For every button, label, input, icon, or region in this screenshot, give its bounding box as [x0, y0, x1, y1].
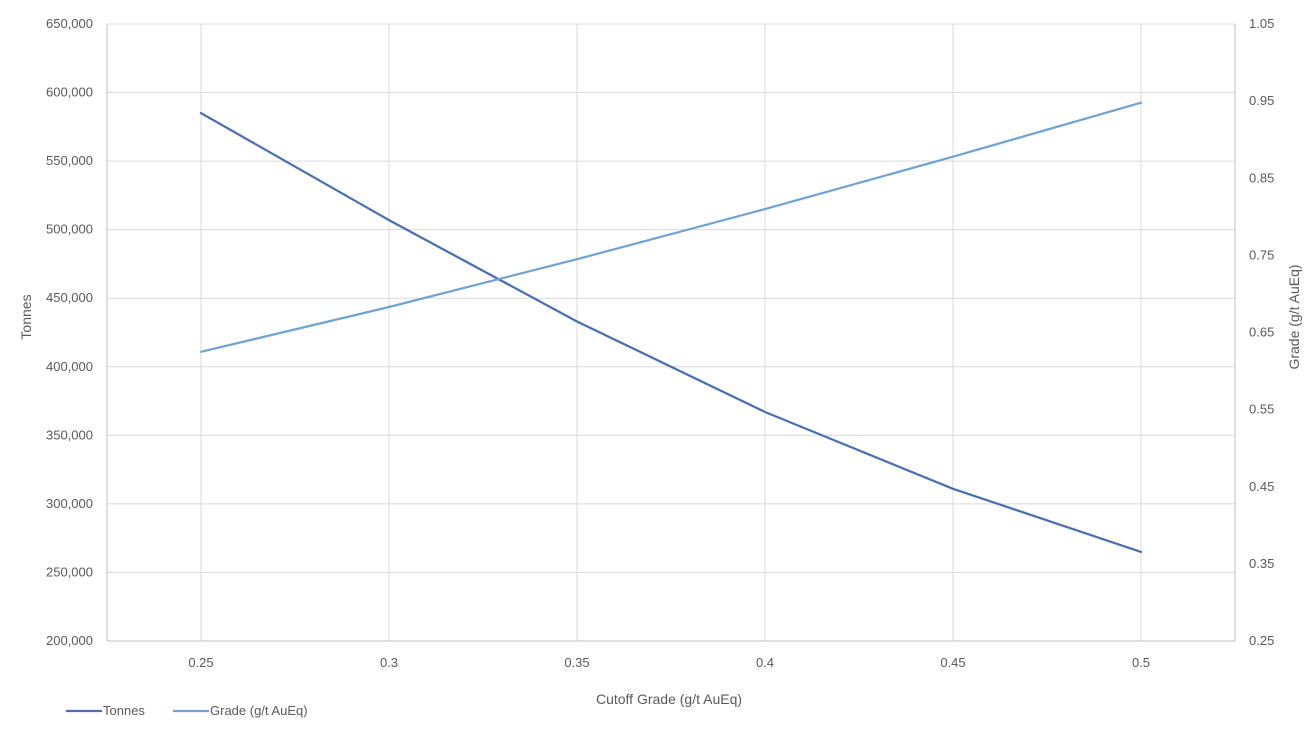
y-axis-left-title: Tonnes — [18, 294, 34, 339]
y-left-tick-label: 350,000 — [46, 427, 93, 442]
y-right-tick-label: 0.95 — [1249, 93, 1274, 108]
grid — [107, 23, 1235, 641]
x-tick-label: 0.35 — [564, 655, 589, 670]
series-line-grade — [199, 101, 1143, 353]
y-right-tick-label: 0.25 — [1249, 633, 1274, 648]
x-tick-label: 0.4 — [756, 655, 774, 670]
y-right-tick-label: 1.05 — [1249, 16, 1274, 31]
legend-label-grade: Grade (g/t AuEq) — [210, 703, 308, 718]
y-left-tick-label: 400,000 — [46, 359, 93, 374]
series-lines — [199, 101, 1143, 554]
series-line-tonnes — [199, 111, 1143, 554]
y-left-tick-label: 550,000 — [46, 153, 93, 168]
y-left-tick-label: 450,000 — [46, 290, 93, 305]
y-left-tick-label: 650,000 — [46, 16, 93, 31]
x-tick-label: 0.5 — [1132, 655, 1150, 670]
y-right-tick-label: 0.85 — [1249, 170, 1274, 185]
x-axis-title: Cutoff Grade (g/t AuEq) — [596, 691, 742, 707]
x-tick-label: 0.45 — [940, 655, 965, 670]
y-right-tick-label: 0.45 — [1249, 479, 1274, 494]
y-left-tick-label: 250,000 — [46, 564, 93, 579]
y-axis-right-title: Grade (g/t AuEq) — [1286, 264, 1302, 369]
x-tick-label: 0.25 — [188, 655, 213, 670]
y-right-tick-label: 0.75 — [1249, 247, 1274, 262]
x-tick-label: 0.3 — [380, 655, 398, 670]
legend: Tonnes Grade (g/t AuEq) — [66, 703, 308, 718]
y-right-tick-label: 0.65 — [1249, 325, 1274, 340]
axes — [106, 24, 1236, 642]
y-right-tick-label: 0.55 — [1249, 402, 1274, 417]
y-left-tick-label: 200,000 — [46, 633, 93, 648]
y-left-tick-label: 500,000 — [46, 222, 93, 237]
tick-labels: 200,000 250,000 300,000 350,000 400,000 450,0… — [46, 16, 1274, 670]
y-right-tick-label: 0.35 — [1249, 556, 1274, 571]
legend-label-tonnes: Tonnes — [103, 703, 145, 718]
y-left-tick-label: 300,000 — [46, 496, 93, 511]
y-left-tick-label: 600,000 — [46, 85, 93, 100]
